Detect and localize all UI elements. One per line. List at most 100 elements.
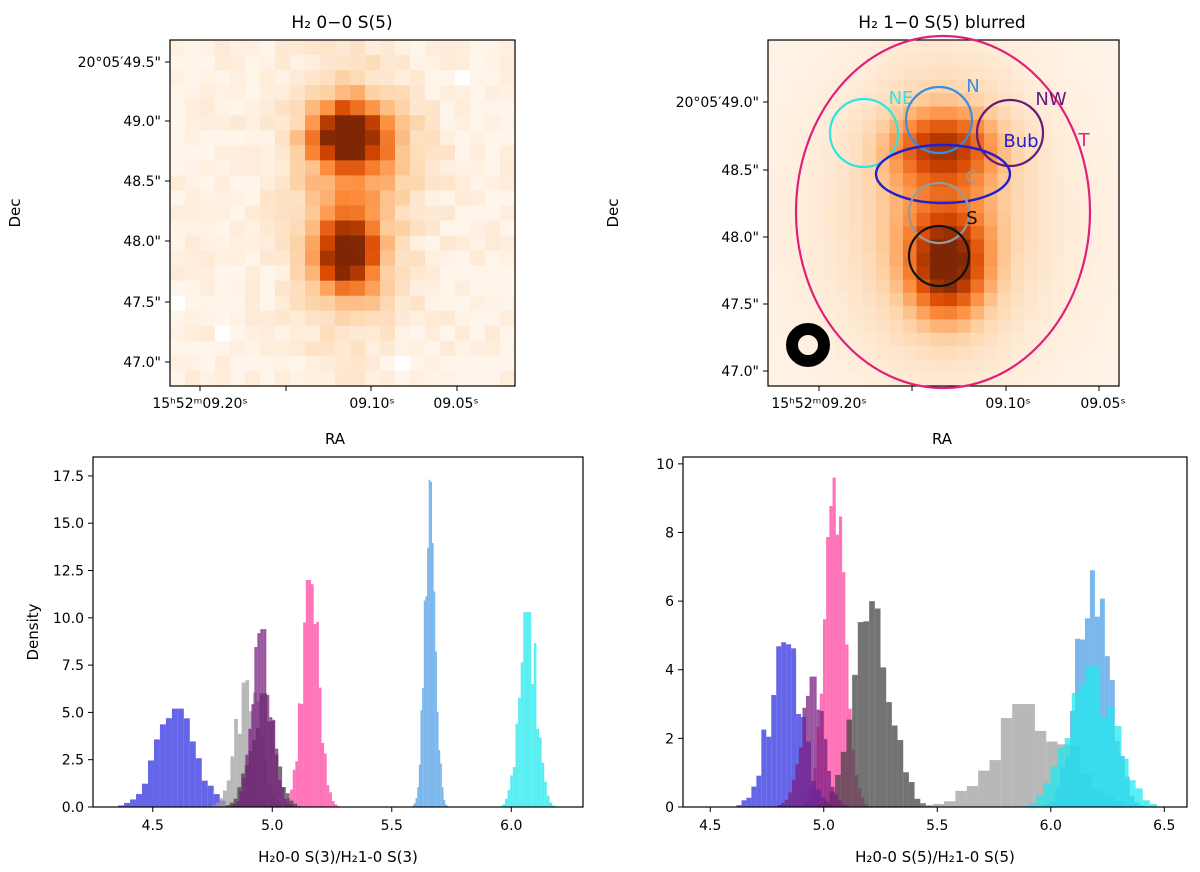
heatmap-pixel: [984, 199, 999, 214]
heatmap-pixel: [1078, 346, 1093, 360]
heatmap-pixel: [425, 145, 441, 161]
heatmap-pixel: [185, 325, 201, 342]
heatmap-pixel: [1078, 133, 1093, 148]
heatmap-pixel: [849, 146, 864, 161]
heatmap-pixel: [305, 100, 321, 116]
heatmap-pixel: [1024, 359, 1039, 374]
heatmap-pixel: [425, 115, 441, 131]
axes-frame: [767, 39, 1120, 387]
heatmap-pixel: [835, 93, 850, 108]
heatmap-pixel: [455, 190, 471, 207]
heatmap-pixel: [335, 175, 351, 192]
heatmap-pixel: [984, 346, 999, 360]
heatmap-pixel: [795, 372, 810, 387]
heatmap-pixel: [970, 279, 985, 294]
heatmap-pixel: [930, 133, 945, 148]
heatmap-pixel: [984, 319, 999, 334]
heatmap-pixel: [230, 325, 246, 342]
heatmap-pixel: [997, 133, 1012, 148]
heatmap-pixel: [245, 40, 261, 56]
heatmap-pixel: [970, 79, 985, 94]
heatmap-pixel: [849, 292, 864, 307]
aperture-label-n: N: [966, 76, 979, 97]
y-tick-label: 48.0": [123, 234, 161, 250]
heatmap-pixel: [380, 265, 396, 282]
heatmap-pixel: [215, 265, 231, 282]
heatmap-pixel: [997, 119, 1012, 134]
heatmap-pixel: [200, 295, 216, 312]
heatmap-pixel: [1011, 346, 1026, 360]
histogram-bar: [1036, 795, 1044, 807]
heatmap-pixel: [470, 160, 486, 176]
heatmap-pixel: [808, 133, 823, 148]
heatmap-pixel: [500, 325, 516, 342]
heatmap-pixel: [1078, 372, 1093, 387]
heatmap-pixel: [916, 40, 931, 54]
heatmap-pixel: [997, 53, 1012, 68]
heatmap-pixel: [930, 53, 945, 68]
heatmap-pixel: [245, 295, 261, 312]
x-tick-label: 09.05ˢ: [433, 396, 478, 412]
heatmap-pixel: [876, 332, 891, 347]
histogram-bar: [263, 629, 267, 807]
heatmap-pixel: [335, 190, 351, 207]
heatmap-pixel: [1011, 199, 1026, 214]
panel-title: H₂ 1−0 S(5) blurred: [858, 13, 1025, 33]
heatmap-pixel: [365, 340, 381, 357]
heatmap-pixel: [822, 186, 837, 201]
heatmap-pixel: [835, 252, 850, 267]
heatmap-pixel: [822, 159, 837, 174]
heatmap-pixel: [350, 85, 366, 101]
heatmap-pixel: [862, 332, 877, 347]
heatmap-pixel: [440, 190, 456, 207]
heatmap-pixel: [350, 235, 366, 252]
heatmap-pixel: [889, 226, 904, 241]
heatmap-pixel: [200, 55, 216, 71]
heatmap-pixel: [230, 280, 246, 297]
y-tick-label: 7.5: [62, 658, 84, 674]
heatmap-pixel: [170, 115, 186, 131]
heatmap-pixel: [822, 239, 837, 254]
histogram-bar: [1114, 726, 1122, 807]
heatmap-pixel: [1038, 319, 1053, 334]
heatmap-pixel: [500, 40, 516, 56]
heatmap-pixel: [170, 235, 186, 252]
heatmap-pixel: [365, 115, 381, 131]
heatmap-pixel: [1051, 346, 1066, 360]
heatmap-pixel: [1105, 213, 1120, 227]
histogram-bar: [978, 770, 990, 807]
heatmap-pixel: [335, 130, 351, 146]
heatmap-pixel: [768, 159, 783, 174]
histogram-bar: [275, 748, 279, 807]
aperture-label-ne: NE: [889, 88, 914, 109]
heatmap-pixel: [440, 70, 456, 86]
heatmap-pixel: [768, 332, 783, 347]
heatmap-pixel: [230, 85, 246, 101]
histogram-bar: [245, 754, 249, 807]
heatmap-pixel: [1105, 346, 1120, 360]
heatmap-pixel: [290, 145, 306, 161]
heatmap-pixel: [215, 175, 231, 192]
heatmap-pixel: [380, 70, 396, 86]
heatmap-pixel: [876, 226, 891, 241]
heatmap-pixel: [768, 119, 783, 134]
heatmap-pixel: [1078, 106, 1093, 121]
heatmap-pixel: [997, 332, 1012, 347]
heatmap-pixel: [943, 106, 958, 121]
heatmap-pixel: [380, 130, 396, 146]
heatmap-pixel: [335, 115, 351, 131]
heatmap-pixel: [395, 355, 411, 372]
heatmap-pixel: [1065, 159, 1080, 174]
heatmap-pixel: [1065, 79, 1080, 94]
heatmap-pixel: [1024, 173, 1039, 187]
heatmap-pixel: [876, 199, 891, 214]
heatmap-pixel: [305, 235, 321, 252]
y-tick-label: 47.0": [721, 364, 759, 380]
heatmap-pixel: [170, 250, 186, 267]
heatmap-pixel: [1065, 93, 1080, 108]
heatmap-pixel: [822, 173, 837, 187]
x-tick-label: 6.5: [1153, 818, 1175, 834]
heatmap-pixel: [1105, 173, 1120, 187]
heatmap-pixel: [290, 115, 306, 131]
histogram-bar: [219, 798, 223, 807]
